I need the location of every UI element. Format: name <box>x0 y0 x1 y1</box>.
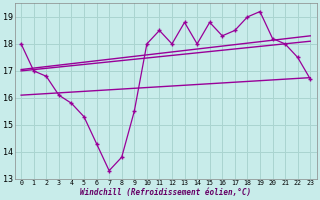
X-axis label: Windchill (Refroidissement éolien,°C): Windchill (Refroidissement éolien,°C) <box>80 188 251 197</box>
